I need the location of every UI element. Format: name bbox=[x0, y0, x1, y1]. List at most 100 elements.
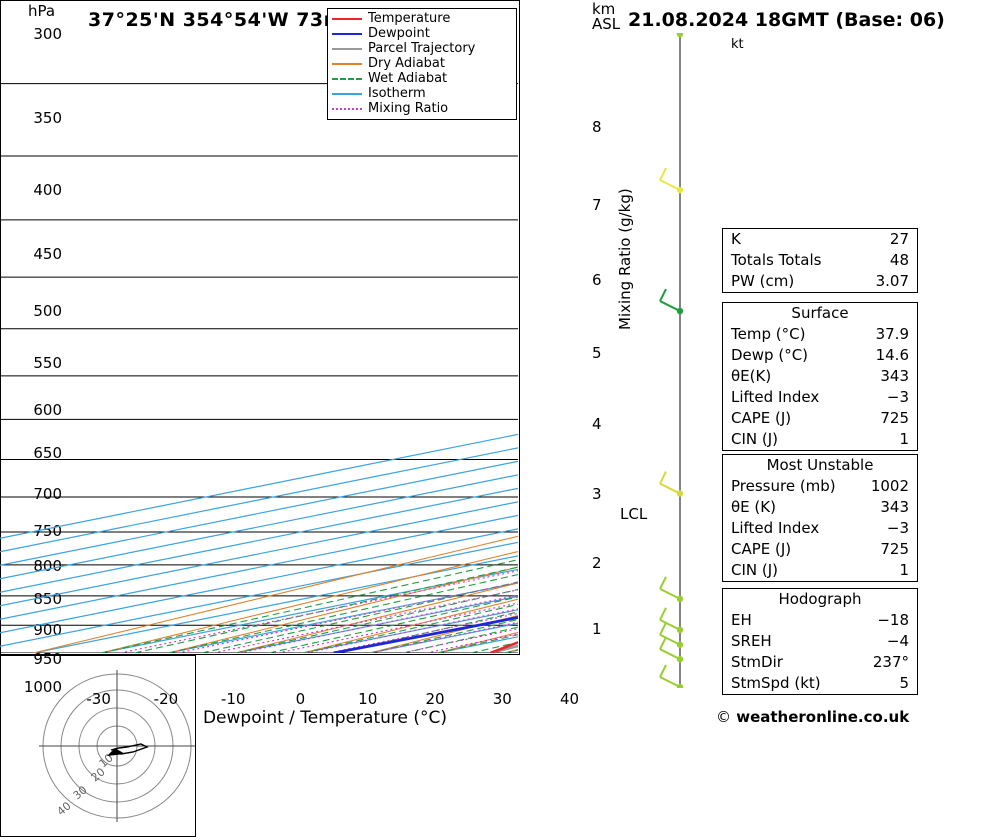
index-value: −18 bbox=[877, 611, 909, 629]
legend-swatch bbox=[332, 47, 362, 50]
index-value: 1 bbox=[899, 561, 909, 579]
panel-title: Most Unstable bbox=[766, 456, 874, 474]
index-value: −3 bbox=[886, 519, 909, 537]
legend-label: Mixing Ratio bbox=[368, 101, 449, 116]
asl-text: ASL bbox=[592, 15, 621, 33]
index-value: 725 bbox=[880, 409, 909, 427]
temperature-tick-label: 20 bbox=[425, 690, 445, 708]
altitude-tick-label: 4 bbox=[592, 415, 602, 434]
lcl-label: LCL bbox=[620, 505, 648, 523]
legend-label: Parcel Trajectory bbox=[368, 41, 476, 56]
altitude-tick-label: 8 bbox=[592, 117, 602, 136]
index-value: 725 bbox=[880, 540, 909, 558]
credit-text: weatheronline.co.uk bbox=[736, 708, 910, 726]
index-row: CAPE (J) 725 bbox=[723, 408, 917, 429]
legend-item: Wet Adiabat bbox=[332, 71, 512, 86]
index-row: Totals Totals 48 bbox=[723, 250, 917, 271]
panel-title: Hodograph bbox=[778, 590, 862, 608]
index-key: EH bbox=[731, 611, 752, 629]
date-label: 21.08.2024 18GMT (Base: 06) bbox=[628, 9, 945, 31]
wind-barb bbox=[659, 288, 684, 315]
legend-swatch bbox=[332, 17, 362, 20]
index-row: K 27 bbox=[723, 229, 917, 250]
legend-label: Isotherm bbox=[368, 86, 426, 101]
temperature-axis: -30 -20 -10 0 10 20 30 40 bbox=[65, 690, 585, 710]
temperature-tick-label: -10 bbox=[220, 690, 246, 708]
pressure-tick-label: 350 bbox=[33, 108, 62, 127]
index-key: θE (K) bbox=[731, 498, 776, 516]
pressure-tick-label: 450 bbox=[33, 244, 62, 263]
mixing-ratio-axis-title: Mixing Ratio (g/kg) bbox=[616, 188, 634, 330]
index-row: Dewp (°C) 14.6 bbox=[723, 345, 917, 366]
index-key: θE(K) bbox=[731, 367, 772, 385]
temperature-tick-label: -20 bbox=[153, 690, 179, 708]
indices-panel-hodograph: Hodograph EH −18 SREH −4 StmDir 237° StmSpd (kt… bbox=[722, 588, 918, 695]
index-value: 1002 bbox=[870, 477, 909, 495]
wind-barb bbox=[675, 33, 684, 38]
index-row: CIN (J) 1 bbox=[723, 429, 917, 450]
altitude-tick-label: 5 bbox=[592, 343, 602, 362]
legend-item: Dry Adiabat bbox=[332, 56, 512, 71]
pressure-tick-label: 1000 bbox=[23, 678, 62, 696]
index-row: CIN (J) 1 bbox=[723, 560, 917, 581]
legend-item: Temperature bbox=[332, 11, 512, 26]
index-row: Lifted Index −3 bbox=[723, 387, 917, 408]
temperature-tick-label: 10 bbox=[358, 690, 378, 708]
altitude-tick-label: 7 bbox=[592, 195, 602, 214]
altitude-axis: 1 2 3 4 5 6 7 8 bbox=[592, 33, 642, 688]
index-key: StmDir bbox=[731, 653, 783, 671]
index-row: CAPE (J) 725 bbox=[723, 539, 917, 560]
svg-text:30: 30 bbox=[71, 783, 90, 802]
index-value: 1 bbox=[899, 430, 909, 448]
wind-barb bbox=[659, 607, 684, 634]
index-key: Pressure (mb) bbox=[731, 477, 836, 495]
index-key: Temp (°C) bbox=[731, 325, 806, 343]
temperature-tick-label: 0 bbox=[295, 690, 306, 708]
index-row: θE(K) 343 bbox=[723, 366, 917, 387]
dry-adiabat-lines bbox=[33, 535, 518, 653]
legend: Temperature Dewpoint Parcel Trajectory Dry … bbox=[327, 8, 517, 120]
index-value: 14.6 bbox=[875, 346, 909, 364]
temperature-tick-label: 30 bbox=[492, 690, 512, 708]
skewt-svg bbox=[0, 0, 518, 653]
index-key: StmSpd (kt) bbox=[731, 674, 821, 692]
legend-swatch bbox=[332, 32, 362, 35]
legend-label: Temperature bbox=[368, 11, 451, 26]
page-title: 37°25'N 354°54'W 73m ASL bbox=[88, 9, 394, 31]
index-value: 3.07 bbox=[875, 272, 909, 290]
legend-swatch bbox=[332, 77, 362, 80]
legend-swatch bbox=[332, 92, 362, 95]
legend-item: Isotherm bbox=[332, 86, 512, 101]
wind-barb bbox=[659, 471, 684, 497]
index-key: CAPE (J) bbox=[731, 540, 792, 558]
pressure-tick-label: 650 bbox=[33, 444, 62, 463]
pressure-tick-label: 750 bbox=[33, 521, 62, 540]
index-value: 48 bbox=[889, 251, 909, 269]
index-value: 5 bbox=[899, 674, 909, 692]
altitude-tick-label: 6 bbox=[592, 270, 602, 289]
index-value: −4 bbox=[886, 632, 909, 650]
index-value: 37.9 bbox=[875, 325, 909, 343]
wind-barb bbox=[659, 636, 684, 663]
legend-item: Mixing Ratio bbox=[332, 101, 512, 116]
legend-label: Dewpoint bbox=[368, 26, 430, 41]
wind-barb bbox=[659, 167, 684, 194]
pressure-axis: 1000 950 900 850 800 750 700 650 600 550 500 450 400… bbox=[0, 25, 62, 696]
legend-item: Parcel Trajectory bbox=[332, 41, 512, 56]
legend-label: Wet Adiabat bbox=[368, 71, 448, 86]
legend-swatch bbox=[332, 107, 362, 110]
index-value: 343 bbox=[880, 498, 909, 516]
pressure-tick-label: 550 bbox=[33, 353, 62, 372]
pressure-tick-label: 300 bbox=[33, 25, 62, 43]
wet-adiabat-lines bbox=[100, 559, 518, 653]
index-key: Dewp (°C) bbox=[731, 346, 809, 364]
index-row: Temp (°C) 37.9 bbox=[723, 324, 917, 345]
index-row: EH −18 bbox=[723, 610, 917, 631]
index-key: K bbox=[731, 230, 741, 248]
pressure-tick-label: 500 bbox=[33, 302, 62, 321]
altitude-tick-label: 1 bbox=[592, 620, 602, 639]
index-row: StmDir 237° bbox=[723, 652, 917, 673]
hodograph-unit-label: kt bbox=[731, 37, 744, 52]
wind-barb bbox=[659, 576, 684, 603]
isotherm-lines bbox=[0, 433, 518, 653]
